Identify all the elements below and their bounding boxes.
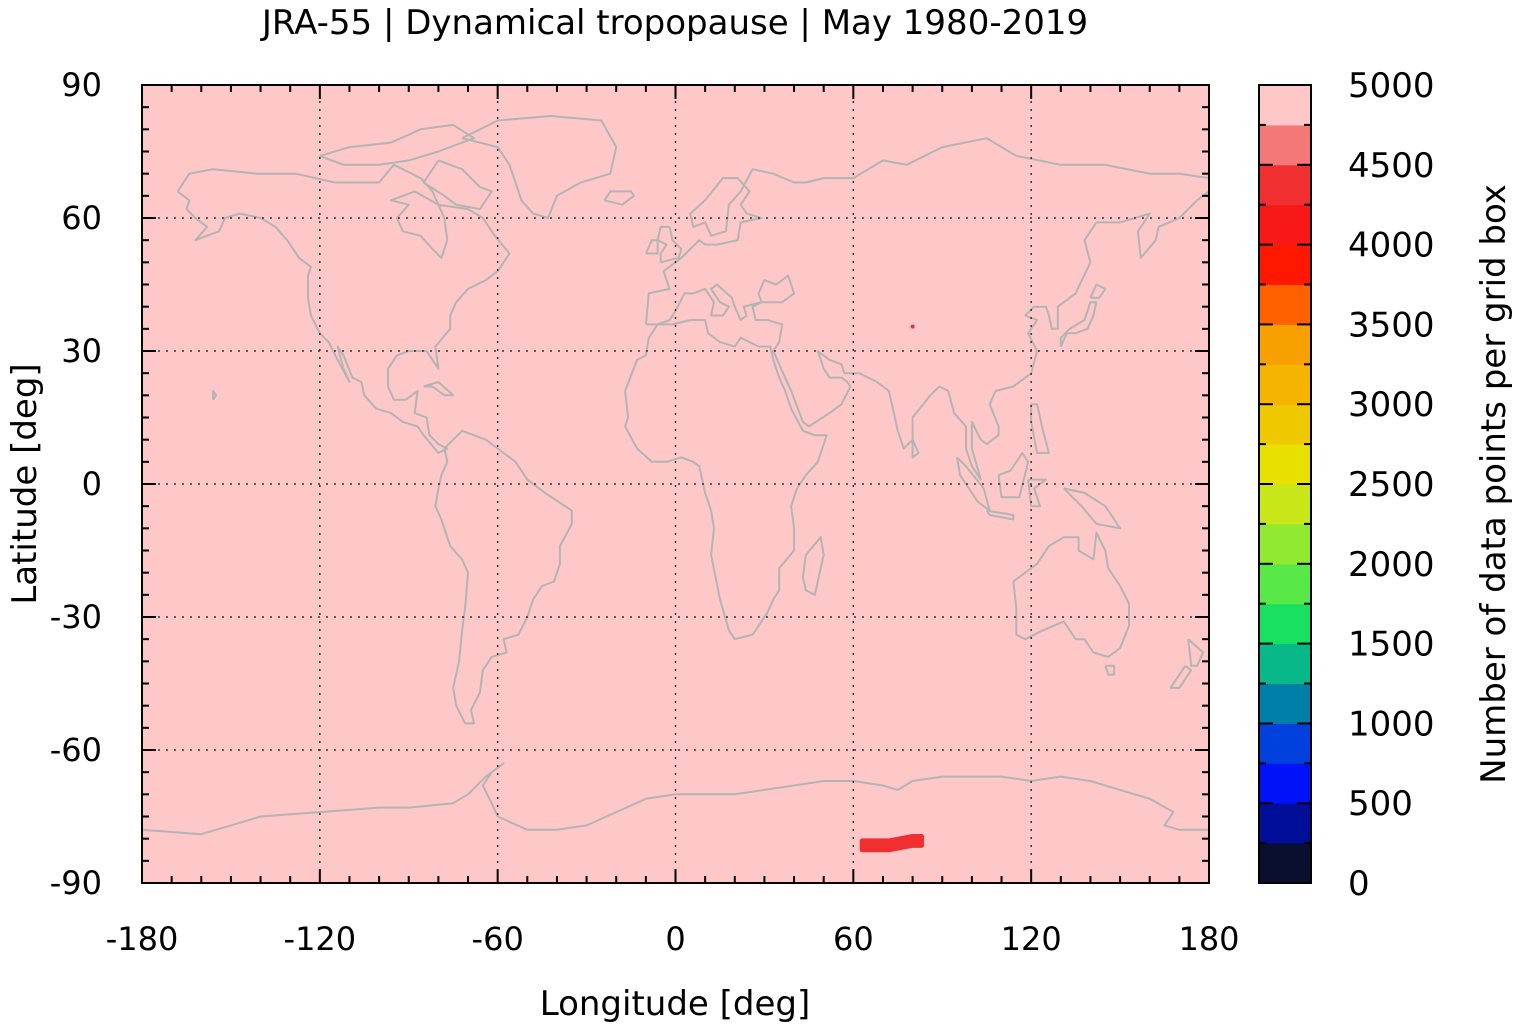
colorbar-band [1259, 603, 1311, 645]
colorbar-band [1259, 164, 1311, 206]
chart-title: JRA-55 | Dynamical tropopause | May 1980… [260, 3, 1088, 43]
colorbar-band [1259, 803, 1311, 844]
coastline-borneo [997, 452, 1030, 499]
colorbar-band [1259, 763, 1311, 804]
coastline-madagascar [801, 536, 825, 596]
colorbar-bands [1259, 85, 1311, 884]
contour-spot [910, 324, 915, 329]
y-tick-labels: -90 -60 -30 0 30 60 90 [50, 66, 102, 902]
colorbar-label: Number of data points per grid box [1474, 184, 1514, 784]
coastline-australia [1012, 531, 1130, 658]
colorbar-band [1259, 523, 1311, 565]
coastline-japan [1059, 301, 1098, 348]
colorbar-band [1259, 364, 1311, 405]
y-tick-label: -30 [50, 598, 102, 636]
colorbar-tick-label: 4000 [1348, 226, 1435, 266]
coastline-java [985, 509, 1015, 521]
coastline-baffin [422, 159, 493, 211]
coastline-greenland [461, 115, 618, 219]
x-tick-labels: -180 -120 -60 0 60 120 180 [106, 920, 1240, 958]
colorbar-band [1259, 683, 1311, 724]
colorbar-tick-labels: 0 500 1000 1500 2000 2500 3000 3500 4000 4500 5000 [1348, 66, 1435, 904]
colorbar-tick-label: 0 [1348, 864, 1370, 904]
contour-features [805, 324, 961, 860]
colorbar-tick-label: 2000 [1348, 545, 1435, 585]
coastline-eurasia [644, 137, 1210, 481]
coastline-britain [656, 225, 683, 264]
x-tick-label: -60 [472, 920, 524, 958]
colorbar-tick-label: 3500 [1348, 305, 1435, 345]
coastline-new-zealand-north [1187, 638, 1205, 667]
x-axis-label: Longitude [deg] [540, 984, 811, 1024]
colorbar-tick-label: 4500 [1348, 146, 1435, 186]
coastline-africa [624, 319, 828, 641]
colorbar-band [1259, 643, 1311, 684]
colorbar-band [1259, 324, 1311, 365]
contour-region-4000 [859, 833, 925, 853]
colorbar-band [1259, 484, 1311, 525]
colorbar-ticks [1259, 123, 1311, 845]
coastline-cuba [423, 381, 455, 397]
y-tick-label: 60 [61, 199, 102, 237]
x-tick-label: -180 [106, 920, 179, 958]
coastline-hawaii [212, 389, 218, 401]
x-tick-label: 0 [665, 920, 685, 958]
y-tick-label: -90 [50, 864, 102, 902]
y-tick-label: 90 [61, 66, 102, 104]
colorbar-tick-label: 1500 [1348, 625, 1435, 665]
grid-lines [142, 85, 1209, 883]
y-tick-label: 30 [61, 332, 102, 370]
colorbar-band [1259, 723, 1311, 764]
colorbar-band [1259, 563, 1311, 605]
x-tick-label: 60 [833, 920, 874, 958]
coastline-south-america [434, 429, 573, 725]
colorbar-tick-label: 500 [1348, 784, 1413, 824]
colorbar-band [1259, 404, 1311, 445]
colorbar-band [1259, 124, 1311, 166]
y-tick-label: -60 [50, 731, 102, 769]
coastline-tasmania [1104, 664, 1116, 676]
coastline-arctic-islands [319, 123, 475, 166]
map-area [141, 84, 1210, 884]
coastline-north-america [176, 163, 511, 454]
colorbar-band [1259, 204, 1311, 246]
colorbar-band [1259, 444, 1311, 485]
coastlines [141, 115, 1210, 836]
x-tick-label: -120 [284, 920, 357, 958]
colorbar-band [1259, 85, 1311, 126]
colorbar-band [1259, 843, 1311, 884]
x-tick-label: 120 [1001, 920, 1062, 958]
y-tick-label: 0 [82, 465, 102, 503]
coastline-hokkaido [1089, 283, 1107, 299]
colorbar: 0 500 1000 1500 2000 2500 3000 3500 4000 4500 5000 [1258, 66, 1435, 904]
colorbar-tick-label: 3000 [1348, 385, 1435, 425]
colorbar-tick-label: 2500 [1348, 465, 1435, 505]
x-tick-label: 180 [1178, 920, 1239, 958]
colorbar-band [1259, 244, 1311, 285]
coastline-antarctica [141, 762, 1209, 836]
coastline-ireland [644, 239, 659, 255]
colorbar-band [1259, 284, 1311, 325]
coastline-new-zealand-south [1169, 664, 1193, 689]
colorbar-frame [1258, 84, 1312, 884]
axis-ticks [141, 84, 1210, 884]
coastline-new-guinea [1063, 487, 1122, 530]
y-axis-label: Latitude [deg] [5, 363, 45, 604]
coastline-iceland [603, 190, 635, 206]
colorbar-tick-label: 5000 [1348, 66, 1435, 106]
colorbar-tick-label: 1000 [1348, 704, 1435, 744]
coastline-sri-lanka [911, 439, 920, 459]
